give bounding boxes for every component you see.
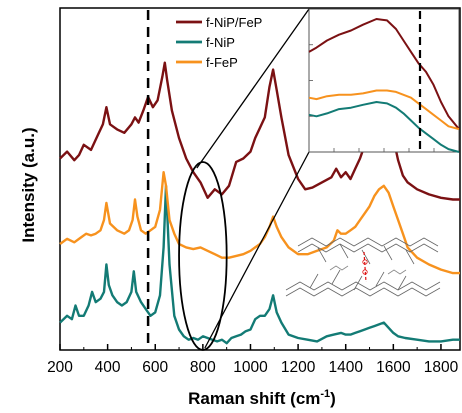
series-line-f-fep bbox=[59, 171, 460, 275]
legend: f-NiP/FeP f-NiP f-FeP bbox=[176, 15, 262, 70]
x-axis-title-superscript: -1 bbox=[320, 388, 330, 400]
zoom-connector-line bbox=[204, 151, 310, 349]
x-tick-label: 200 bbox=[47, 359, 73, 376]
inset-line-f-fep bbox=[308, 89, 460, 131]
series-line-f-nip bbox=[59, 184, 460, 345]
x-tick-label: 800 bbox=[190, 359, 216, 376]
zoom-connector-line bbox=[196, 8, 310, 169]
y-axis-title: Intensity (a.u.) bbox=[19, 127, 38, 242]
inset-zoom-plot bbox=[308, 8, 460, 153]
x-tick-label: 600 bbox=[142, 359, 168, 376]
plot-frame bbox=[59, 7, 461, 351]
inset-series-layer bbox=[308, 18, 460, 153]
inset-line-f-nip bbox=[308, 101, 460, 153]
x-tick-label: 1800 bbox=[424, 359, 459, 376]
legend-label: f-NiP bbox=[206, 35, 235, 50]
x-tick-label: 1600 bbox=[376, 359, 411, 376]
x-tick-label: 400 bbox=[95, 359, 121, 376]
molecular-structure-illustration bbox=[285, 237, 441, 297]
x-axis: 200 400 600 800 1000 1200 1400 1600 1800 bbox=[47, 344, 459, 376]
inset-line-f-nip-fep bbox=[308, 18, 460, 130]
inset-frame bbox=[308, 8, 460, 153]
x-tick-label: 1200 bbox=[281, 359, 316, 376]
legend-label: f-FeP bbox=[206, 55, 238, 70]
x-tick-label: 1000 bbox=[233, 359, 268, 376]
x-tick-label: 1400 bbox=[328, 359, 363, 376]
x-axis-title: Raman shift (cm-1) bbox=[188, 388, 336, 408]
legend-label: f-NiP/FeP bbox=[206, 15, 262, 30]
